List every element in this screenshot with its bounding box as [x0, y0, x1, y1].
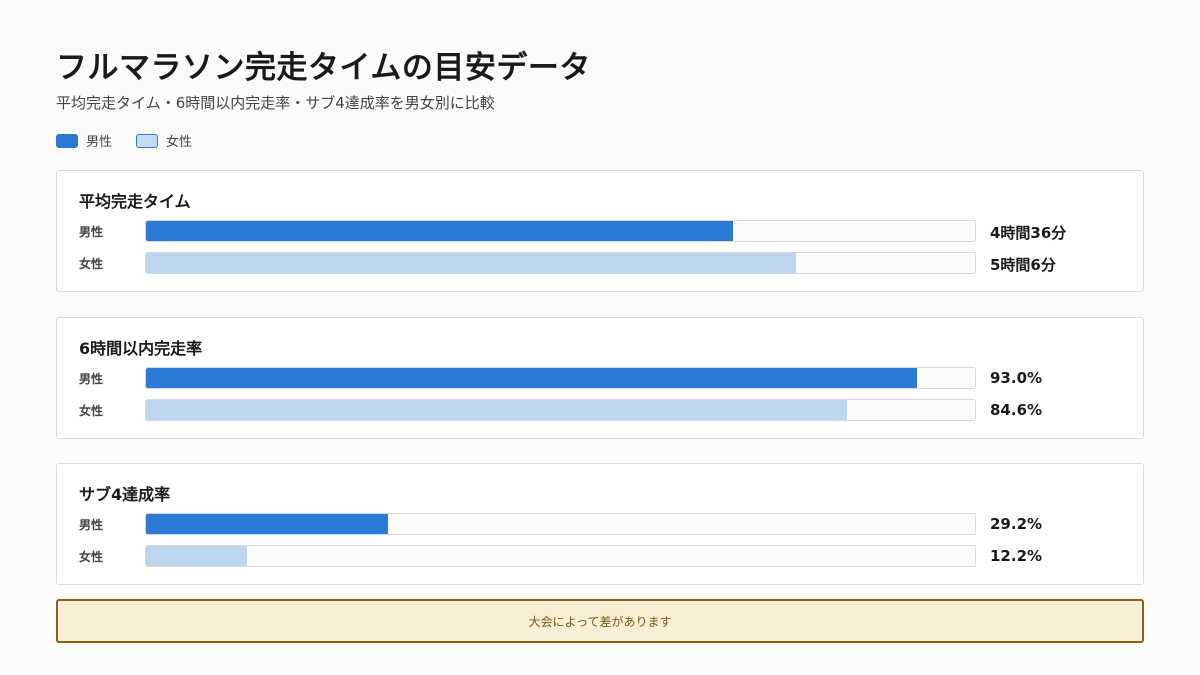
panel-title: 平均完走タイム	[79, 192, 191, 211]
bar-label: 男性	[79, 372, 104, 386]
panel-title: 6時間以内完走率	[79, 339, 203, 358]
bar-row: 男性 29.2%	[57, 513, 1143, 535]
bar-male-average-time	[146, 221, 733, 241]
legend-swatch-female	[136, 133, 159, 148]
legend-swatch-male	[56, 133, 78, 148]
bar-male-sub4-rate	[146, 514, 389, 534]
bar-value: 5時間6分	[990, 256, 1056, 274]
note-box: 大会によって差があります	[56, 599, 1144, 643]
bar-label: 女性	[79, 257, 104, 271]
bar-female-average-time	[146, 253, 797, 273]
bar-female-sub4-rate	[146, 546, 248, 566]
bar-track	[145, 252, 976, 274]
legend-item-female: 女性	[136, 131, 192, 150]
bar-value: 12.2%	[990, 547, 1043, 565]
bar-female-finish-rate	[146, 400, 848, 420]
bar-male-finish-rate	[146, 368, 917, 388]
bar-track	[145, 220, 976, 242]
bar-label: 女性	[79, 404, 104, 418]
bar-row: 男性 93.0%	[57, 367, 1143, 389]
bar-label: 男性	[79, 225, 104, 239]
bar-row: 男性 4時間36分	[57, 220, 1143, 242]
bar-label: 男性	[79, 518, 104, 532]
legend: 男性 女性	[56, 131, 192, 150]
panel-average-time: 平均完走タイム 男性 4時間36分 女性 5時間6分	[56, 170, 1144, 292]
bar-row: 女性 12.2%	[57, 545, 1143, 567]
bar-track	[145, 545, 976, 567]
bar-value: 84.6%	[990, 401, 1043, 419]
legend-item-male: 男性	[56, 131, 112, 150]
bar-row: 女性 84.6%	[57, 399, 1143, 421]
chart-title: フルマラソン完走タイムの目安データ	[56, 50, 591, 86]
bar-track	[145, 399, 976, 421]
panel-finish-rate-6h: 6時間以内完走率 男性 93.0% 女性 84.6%	[56, 317, 1144, 439]
legend-label-female: 女性	[166, 135, 193, 150]
chart-subtitle: 平均完走タイム・6時間以内完走率・サブ4達成率を男女別に比較	[56, 94, 495, 112]
bar-track	[145, 513, 976, 535]
bar-label: 女性	[79, 550, 104, 564]
bar-value: 93.0%	[990, 369, 1043, 387]
panel-sub4-rate: サブ4達成率 男性 29.2% 女性 12.2%	[56, 463, 1144, 585]
panel-title: サブ4達成率	[79, 485, 171, 504]
bar-value: 4時間36分	[990, 224, 1067, 242]
bar-track	[145, 367, 976, 389]
bar-value: 29.2%	[990, 515, 1043, 533]
bar-row: 女性 5時間6分	[57, 252, 1143, 274]
legend-label-male: 男性	[86, 135, 113, 150]
